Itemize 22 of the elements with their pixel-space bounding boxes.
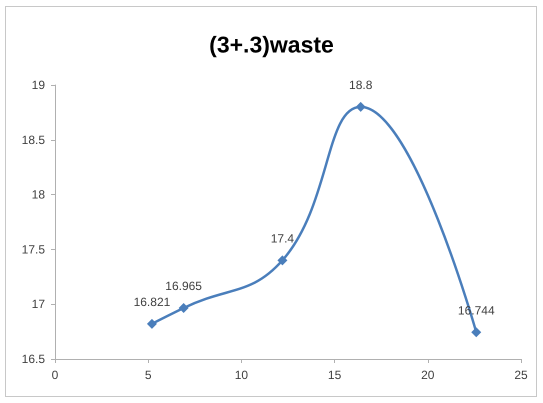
x-tick-label: 25 bbox=[514, 368, 528, 382]
y-tick-label: 17.5 bbox=[22, 242, 46, 256]
x-tick-label: 10 bbox=[234, 368, 248, 382]
chart-title: (3+.3)waste bbox=[209, 32, 334, 58]
y-tick-label: 18.5 bbox=[22, 132, 46, 147]
data-label: 17.4 bbox=[270, 231, 294, 246]
x-tick-label: 20 bbox=[421, 368, 435, 382]
point bbox=[356, 102, 366, 112]
point bbox=[471, 327, 482, 338]
point bbox=[146, 318, 157, 329]
x-tick-label: 0 bbox=[52, 368, 59, 382]
y-tick-label: 17 bbox=[32, 297, 46, 312]
y-tick-label: 16.5 bbox=[22, 352, 46, 366]
point bbox=[178, 303, 189, 314]
y-tick-label: 18 bbox=[32, 188, 46, 202]
data-label: 16.821 bbox=[134, 294, 171, 309]
data-label: 16.965 bbox=[165, 279, 202, 294]
y-tick-label: 19 bbox=[32, 78, 46, 92]
x-tick-label: 15 bbox=[328, 368, 342, 382]
data-label: 18.8 bbox=[349, 78, 373, 92]
point bbox=[277, 255, 288, 266]
x-tick-label: 5 bbox=[144, 368, 152, 382]
